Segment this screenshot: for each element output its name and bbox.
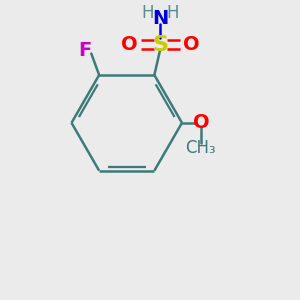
- Text: H: H: [166, 4, 178, 22]
- Text: F: F: [78, 41, 91, 60]
- Text: N: N: [152, 9, 168, 28]
- Text: O: O: [121, 35, 137, 54]
- Text: O: O: [183, 35, 200, 54]
- Text: H: H: [142, 4, 154, 22]
- Text: CH₃: CH₃: [185, 139, 216, 157]
- Text: S: S: [152, 34, 168, 55]
- Text: O: O: [193, 113, 209, 132]
